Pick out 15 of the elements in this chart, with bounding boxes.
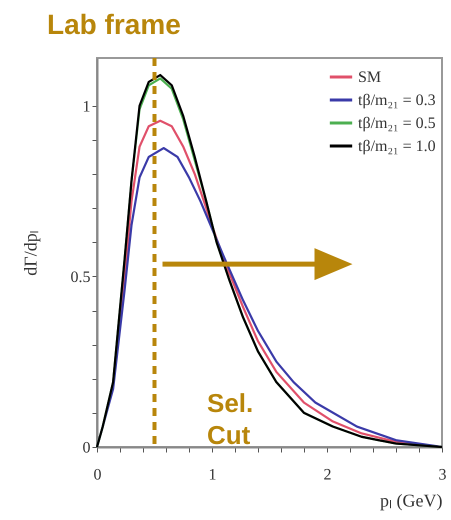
legend-label: tβ/m₂₁ = 0.3 [358, 92, 436, 109]
x-tick-label: 3 [438, 466, 446, 484]
legend-label: tβ/m₂₁ = 1.0 [358, 138, 436, 155]
x-tick-label: 2 [324, 466, 332, 484]
legend-label: tβ/m₂₁ = 0.5 [358, 115, 436, 132]
x-tick-label: 1 [208, 466, 216, 484]
annotation: Sel. Cut [207, 388, 254, 450]
y-tick-label: 0 [82, 440, 90, 456]
x-tick-label: 0 [94, 466, 102, 484]
chart-title: Lab frame [47, 9, 181, 40]
y-tick-label: 0.5 [70, 268, 90, 286]
y-tick-label: 1 [82, 98, 90, 116]
legend-label: SM [358, 69, 382, 86]
x-axis-title: pₗ (GeV) [380, 490, 442, 510]
y-axis-title: dΓ/dpₗ [20, 230, 40, 276]
